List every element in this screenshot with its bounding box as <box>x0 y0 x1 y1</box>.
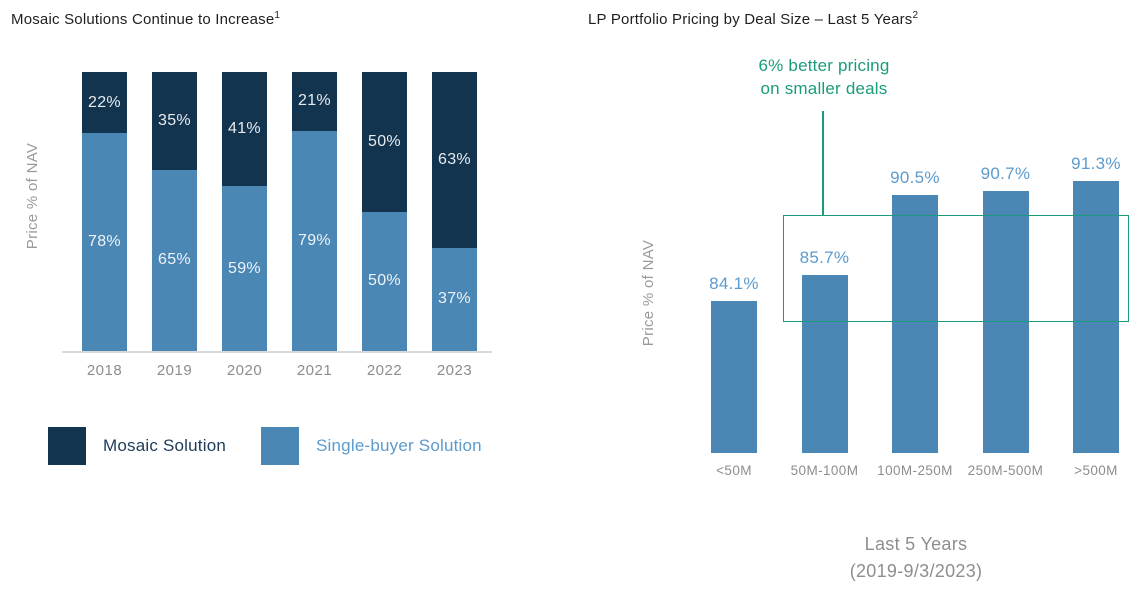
legend-item-mosaic: Mosaic Solution <box>48 427 226 465</box>
left-chart-title-text: Mosaic Solutions Continue to Increase <box>11 11 275 28</box>
bar-value-label: 84.1% <box>709 274 759 294</box>
footnote-marker-1: 1 <box>274 10 281 21</box>
stacked-segment-mosaic: 50% <box>362 72 407 212</box>
annotation-better-pricing: 6% better pricing on smaller deals <box>712 54 936 100</box>
footnote-marker-2: 2 <box>912 10 919 21</box>
stacked-segment-mosaic: 22% <box>82 72 127 134</box>
annotation-connector-line <box>822 111 824 215</box>
segment-value-label: 63% <box>438 150 471 168</box>
segment-value-label: 37% <box>438 290 471 308</box>
x-tick-label: 100M-250M <box>877 463 953 478</box>
stacked-segment-single-buyer: 79% <box>292 130 337 351</box>
annotation-line-1: 6% better pricing <box>758 56 890 75</box>
caption-line-1: Last 5 Years <box>864 534 968 554</box>
x-tick-label: 50M-100M <box>790 463 859 478</box>
segment-value-label: 22% <box>88 93 121 111</box>
stacked-segment-single-buyer: 50% <box>362 211 407 351</box>
stacked-segment-mosaic: 63% <box>432 72 477 248</box>
bar <box>1073 181 1119 453</box>
right-x-axis-caption: Last 5 Years (2019-9/3/2023) <box>766 531 1066 585</box>
bar <box>801 274 848 453</box>
x-tick-label: 2019 <box>156 362 193 379</box>
stacked-segment-single-buyer: 59% <box>222 186 267 351</box>
left-x-axis-line <box>62 351 492 353</box>
bar-value-label: 90.7% <box>980 164 1031 184</box>
legend: Mosaic Solution Single-buyer Solution <box>48 427 482 465</box>
bar-value-label: 91.3% <box>1071 154 1121 174</box>
segment-value-label: 59% <box>228 259 261 277</box>
bar <box>711 301 757 453</box>
stacked-segment-mosaic: 21% <box>292 72 337 131</box>
legend-swatch-mosaic <box>48 427 86 465</box>
right-chart-title-text: LP Portfolio Pricing by Deal Size – Last… <box>588 11 913 28</box>
stacked-segment-mosaic: 41% <box>222 72 267 187</box>
annotation-line-2: on smaller deals <box>760 79 888 98</box>
segment-value-label: 41% <box>228 120 261 138</box>
segment-value-label: 21% <box>298 92 331 110</box>
segment-value-label: 79% <box>298 231 331 249</box>
legend-swatch-single-buyer <box>261 427 300 465</box>
stacked-segment-single-buyer: 37% <box>432 247 477 351</box>
x-tick-label: 2021 <box>296 362 333 379</box>
bar <box>892 194 938 453</box>
caption-line-2: (2019-9/3/2023) <box>849 561 983 581</box>
segment-value-label: 78% <box>88 233 121 251</box>
segment-value-label: 50% <box>368 272 401 290</box>
x-tick-label: 2018 <box>86 362 123 379</box>
x-tick-label: 2022 <box>366 362 403 379</box>
right-chart-title: LP Portfolio Pricing by Deal Size – Last… <box>588 10 918 28</box>
stacked-segment-single-buyer: 65% <box>152 169 197 351</box>
x-tick-label: 2020 <box>226 362 263 379</box>
bar-value-label: 90.5% <box>890 167 940 187</box>
left-plot-area: 22% 78% 2018 35% 65% 2019 41% 59% 2020 21% 79% 2021… <box>62 72 490 379</box>
legend-label-mosaic: Mosaic Solution <box>103 436 227 455</box>
x-tick-label: >500M <box>1074 463 1118 478</box>
annotation-highlight-box <box>783 215 1129 322</box>
x-tick-label: 2023 <box>436 362 473 379</box>
stacked-segment-single-buyer: 78% <box>82 133 127 351</box>
segment-value-label: 50% <box>368 132 401 150</box>
x-tick-label: <50M <box>716 463 752 478</box>
left-chart-title: Mosaic Solutions Continue to Increase1 <box>11 10 280 28</box>
bar <box>982 191 1029 453</box>
segment-value-label: 35% <box>158 111 191 129</box>
bar-value-label: 85.7% <box>799 247 850 267</box>
x-tick-label: 250M-500M <box>967 463 1044 478</box>
legend-label-single-buyer: Single-buyer Solution <box>316 436 482 455</box>
legend-item-single-buyer: Single-buyer Solution <box>261 427 482 465</box>
segment-value-label: 65% <box>158 251 191 269</box>
stacked-segment-mosaic: 35% <box>152 72 197 170</box>
